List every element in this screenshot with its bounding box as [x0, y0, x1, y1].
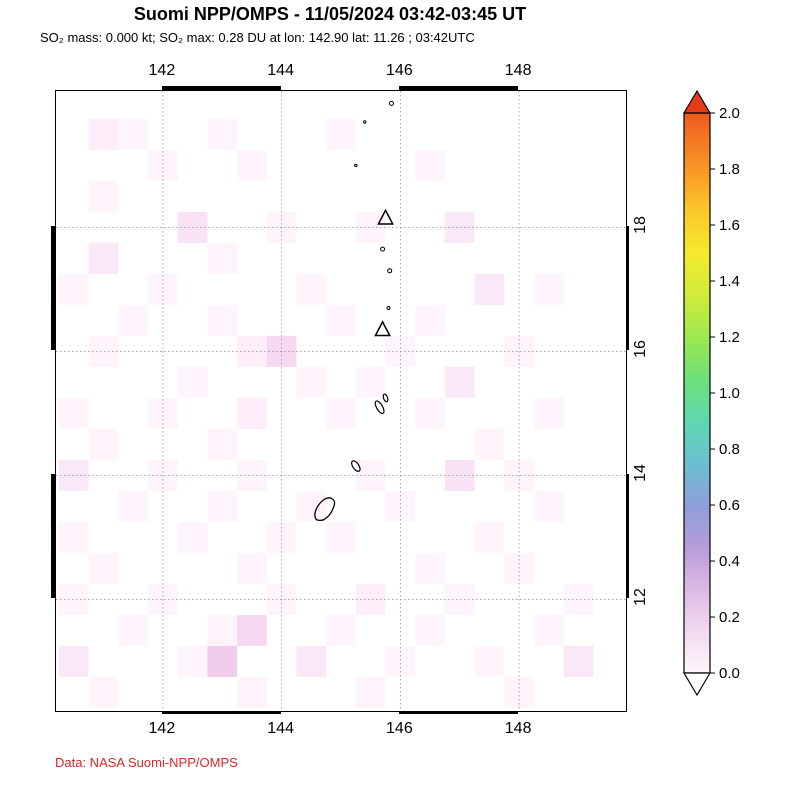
colorbar-tick-label: 1.2 — [719, 329, 740, 346]
colorbar-tick-label: 0.0 — [719, 665, 740, 682]
lat-tick-right: 14 — [632, 463, 650, 483]
colorbar-tick-label: 1.0 — [719, 385, 740, 402]
colorbar-tick-label: 2.0 — [719, 105, 740, 122]
lon-tick-bottom: 146 — [384, 720, 414, 738]
chart-title: Suomi NPP/OMPS - 11/05/2024 03:42-03:45 … — [0, 4, 660, 25]
colorbar-tick-label: 0.4 — [719, 553, 740, 570]
chart-subtitle: SO₂ mass: 0.000 kt; SO₂ max: 0.28 DU at … — [40, 30, 475, 45]
lon-tick-bottom: 142 — [147, 720, 177, 738]
lat-tick-right: 12 — [632, 587, 650, 607]
lon-tick-top: 142 — [147, 62, 177, 80]
lat-tick-right: 16 — [632, 339, 650, 359]
figure-container: { "title": "Suomi NPP/OMPS - 11/05/2024 … — [0, 0, 807, 800]
colorbar-tick-label: 0.8 — [719, 441, 740, 458]
colorbar-tick-label: 1.6 — [719, 217, 740, 234]
lon-tick-top: 146 — [384, 62, 414, 80]
data-attribution: Data: NASA Suomi-NPP/OMPS — [55, 755, 238, 770]
lon-tick-bottom: 148 — [503, 720, 533, 738]
lat-tick-right: 18 — [632, 215, 650, 235]
lon-tick-top: 144 — [266, 62, 296, 80]
colorbar-tick-label: 0.6 — [719, 497, 740, 514]
colorbar: 0.0 0.2 0.4 0.6 0.8 1.0 1.2 1.4 1.6 1.8 2.0 — [680, 85, 800, 725]
map-plot — [55, 90, 627, 712]
map-svg — [56, 91, 626, 711]
colorbar-tick-label: 1.4 — [719, 273, 740, 290]
colorbar-svg: 0.0 0.2 0.4 0.6 0.8 1.0 1.2 1.4 1.6 1.8 2.0 — [680, 85, 800, 725]
colorbar-tick-label: 0.2 — [719, 609, 740, 626]
lon-tick-bottom: 144 — [266, 720, 296, 738]
lon-tick-top: 148 — [503, 62, 533, 80]
colorbar-tick-label: 1.8 — [719, 161, 740, 178]
